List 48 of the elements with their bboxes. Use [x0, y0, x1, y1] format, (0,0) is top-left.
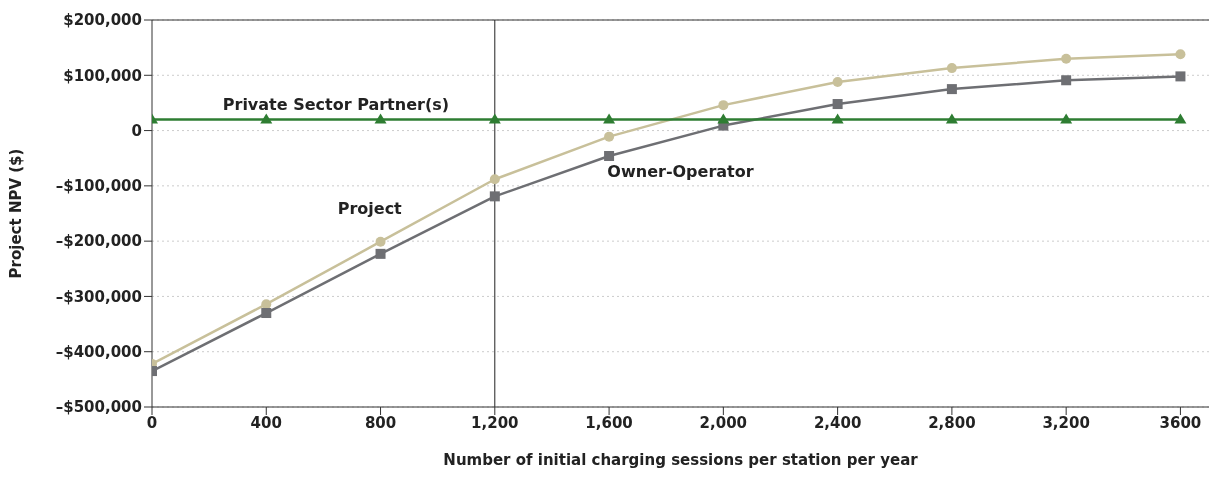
x-tick-label: 400 [250, 413, 282, 432]
series-label: Owner-Operator [607, 161, 754, 181]
point [717, 113, 730, 124]
y-tick-label: $200,000 [63, 11, 142, 30]
point [1061, 53, 1072, 64]
y-tick-label: –$300,000 [55, 287, 142, 306]
point [1061, 75, 1072, 86]
series-label: Project [337, 199, 403, 219]
point [945, 113, 958, 124]
x-tick-label: 2,800 [928, 413, 976, 432]
y-tick-label: $100,000 [63, 66, 142, 85]
point [604, 151, 615, 161]
point [832, 76, 843, 87]
x-tick-label: 2,400 [813, 413, 862, 432]
point [260, 113, 273, 124]
point [489, 191, 500, 202]
point [1175, 71, 1186, 82]
x-tick-label: 1,600 [585, 413, 633, 432]
x-tick-label: 3,200 [1042, 413, 1090, 432]
point [488, 113, 501, 124]
x-axis-title: Number of initial charging sessions per station per year [443, 451, 919, 469]
point [946, 63, 957, 74]
point [1174, 113, 1187, 124]
point [832, 99, 843, 110]
point [603, 113, 616, 124]
y-tick-label: –$100,000 [55, 177, 142, 196]
point [374, 113, 387, 124]
point [375, 248, 386, 259]
y-tick-label: 0 [131, 121, 142, 140]
y-tick-label: –$400,000 [55, 343, 142, 362]
x-tick-label: 3600 [1159, 413, 1202, 432]
x-tick-label: 800 [364, 413, 397, 432]
point [831, 113, 844, 124]
point [375, 236, 386, 247]
point [261, 308, 272, 319]
series-label: Private Sector Partner(s) [222, 94, 450, 114]
point [604, 131, 615, 142]
point [718, 100, 729, 111]
y-axis-title: Project NPV ($) [7, 148, 26, 279]
x-tick-label: 1,200 [471, 413, 519, 432]
point [1175, 49, 1186, 60]
y-tick-label: –$500,000 [55, 398, 142, 417]
x-tick-label: 2,000 [699, 413, 748, 432]
point [1060, 113, 1073, 124]
point [489, 174, 500, 185]
point [946, 84, 957, 95]
y-tick-label: –$200,000 [55, 232, 142, 251]
x-tick-label: 0 [146, 413, 158, 432]
